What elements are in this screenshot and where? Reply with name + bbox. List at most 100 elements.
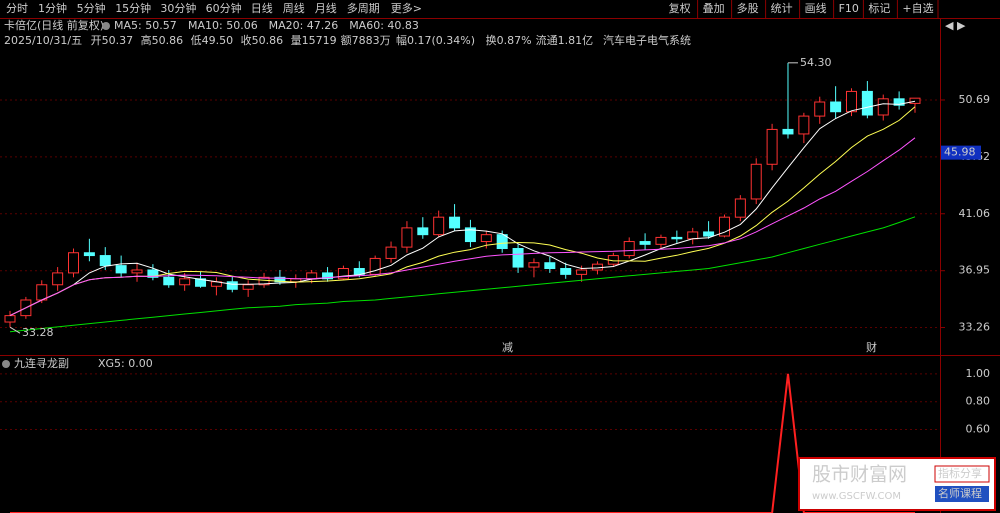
indicator-legend: XG5: 0.00	[98, 357, 153, 370]
tool-button[interactable]: 画线	[805, 1, 827, 15]
candle-body	[195, 278, 207, 287]
y-tick-label: 33.26	[959, 321, 991, 334]
candle-body	[99, 255, 111, 267]
y-tick-label: 41.06	[959, 207, 991, 220]
price-marker	[941, 145, 981, 160]
period-tab[interactable]: 分时	[6, 2, 28, 15]
tool-button[interactable]: 复权	[669, 1, 691, 15]
candle-body	[306, 272, 318, 280]
watermark-tag: 指标分享	[938, 466, 982, 480]
candle-body	[877, 98, 889, 116]
quote-date: 2025/10/31/五	[4, 34, 82, 47]
candle-body	[909, 97, 921, 104]
candle-body	[830, 101, 842, 113]
watermark: 股市财富网 www.GSCFW.COM 指标分享 名师课程	[798, 457, 996, 511]
candle-body	[163, 276, 175, 286]
annotation-leader	[9, 326, 21, 334]
candle-body	[623, 241, 635, 257]
candle-body	[147, 269, 159, 278]
y-tick-label: 36.95	[959, 264, 991, 277]
signal-mark: 减	[502, 341, 513, 354]
tool-button[interactable]: 多股	[737, 1, 759, 15]
candle-body	[687, 231, 699, 240]
tool-button[interactable]: 标记	[868, 1, 890, 15]
candle-body	[115, 265, 127, 274]
period-tab[interactable]: 5分钟	[77, 1, 106, 15]
candle-body	[639, 241, 651, 245]
candle-body	[734, 198, 746, 218]
ma-legend: MA5: 50.57	[114, 19, 177, 32]
candle-body	[655, 236, 667, 245]
period-tab[interactable]: 30分钟	[160, 1, 196, 15]
ma-icon[interactable]	[102, 22, 110, 30]
candle-body	[560, 268, 572, 275]
ma-line	[9, 137, 916, 317]
candle-body	[671, 236, 683, 240]
candle-body	[226, 281, 238, 290]
candle-body	[814, 101, 826, 117]
tool-button[interactable]: F10	[839, 2, 859, 15]
quote-field: 换0.87%	[486, 33, 532, 47]
tool-button[interactable]: 叠加	[703, 2, 725, 15]
tool-button[interactable]: 统计	[771, 2, 793, 15]
y-tick-label: 0.60	[966, 423, 991, 436]
quote-field: 收50.86	[241, 33, 284, 47]
indicator-title: 九连寻龙副	[14, 357, 69, 370]
candle-body	[464, 227, 476, 243]
candle-body	[496, 234, 508, 250]
ma-line	[9, 106, 916, 317]
quote-field: 开50.37	[91, 34, 134, 47]
candle-body	[83, 252, 95, 257]
watermark-site: 股市财富网	[812, 464, 907, 486]
candle-body	[36, 284, 48, 301]
quote-field: 低49.50	[191, 34, 234, 47]
tag-box	[934, 465, 990, 483]
y-tick-label: 1.00	[966, 367, 991, 380]
quote-field: 流通1.81亿	[536, 33, 594, 47]
period-tab[interactable]: 60分钟	[206, 1, 242, 15]
period-tab[interactable]: 月线	[315, 1, 337, 15]
quote-field: 量15719	[291, 34, 337, 47]
period-tab[interactable]: 日线	[251, 1, 273, 15]
annotation: 33.28	[22, 326, 54, 339]
period-tab[interactable]: 1分钟	[38, 1, 67, 15]
signal-mark: 财	[866, 340, 877, 354]
candle-body	[480, 234, 492, 243]
period-tab[interactable]: 周线	[283, 1, 305, 15]
candle-body	[893, 98, 905, 106]
period-tab[interactable]: 更多>	[391, 1, 422, 15]
candle-body	[68, 252, 80, 274]
period-tab[interactable]: 15分钟	[115, 1, 151, 15]
candle-body	[845, 90, 857, 113]
ma-legend: MA60: 40.83	[349, 19, 419, 32]
quote-field: 高50.86	[141, 33, 184, 47]
candle-body	[861, 90, 873, 116]
ma-line	[9, 216, 916, 333]
candle-body	[131, 269, 143, 274]
candle-body	[750, 163, 762, 200]
watermark-tag: 名师课程	[938, 486, 982, 500]
quote-field: 汽车电子电气系统	[603, 33, 691, 47]
period-tab[interactable]: 多周期	[347, 1, 380, 15]
candle-body	[576, 269, 588, 275]
quote-field: 额7883万	[341, 34, 391, 47]
candle-body	[401, 227, 413, 248]
candle-body	[242, 284, 254, 290]
y-tick-label: 0.80	[966, 395, 991, 408]
tool-button[interactable]: +自选	[902, 2, 933, 15]
candle-body	[512, 248, 524, 268]
indicator-icon[interactable]	[2, 360, 10, 368]
candle-body	[782, 128, 794, 135]
candle-body	[4, 315, 16, 323]
candle-body	[449, 216, 461, 229]
candle-body	[433, 216, 445, 236]
watermark-url: www.GSCFW.COM	[812, 491, 901, 502]
candle-body	[544, 262, 556, 270]
nav-arrow[interactable]: ◀ ▶	[945, 19, 966, 32]
y-tick-label: 50.69	[959, 93, 991, 106]
candle-body	[766, 128, 778, 165]
ma-legend: MA10: 50.06	[188, 19, 258, 32]
candle-body	[718, 216, 730, 237]
